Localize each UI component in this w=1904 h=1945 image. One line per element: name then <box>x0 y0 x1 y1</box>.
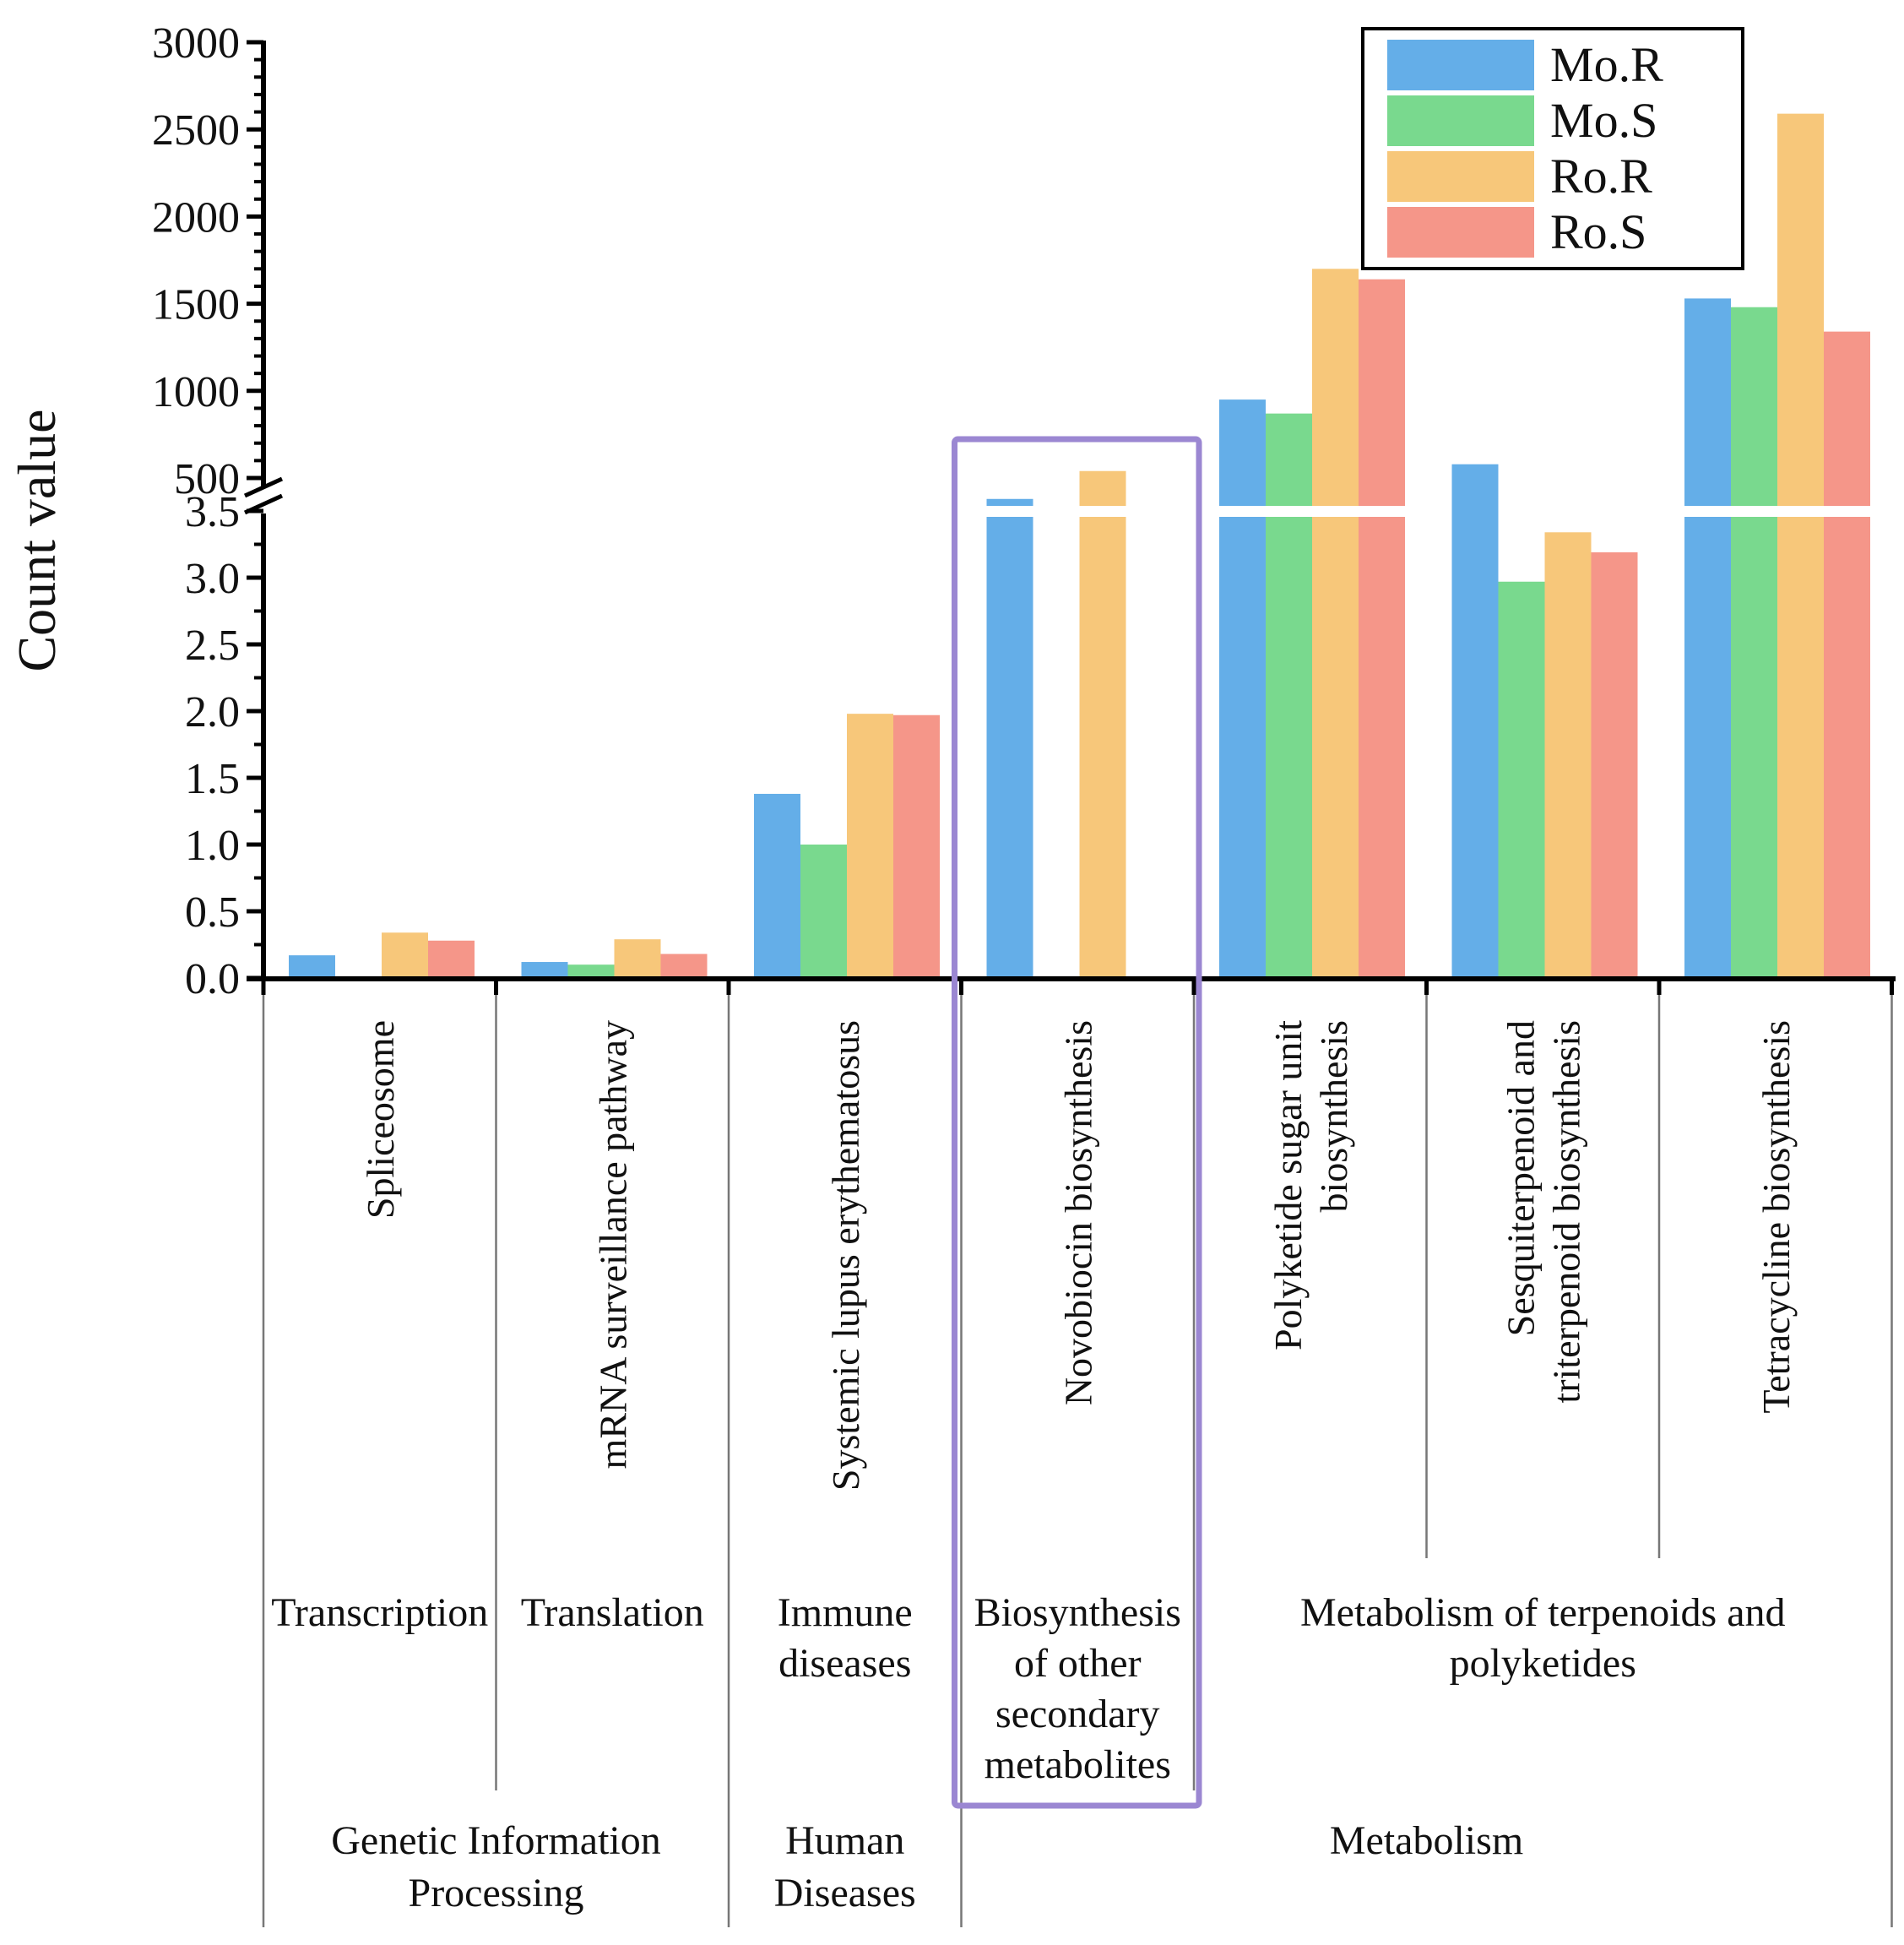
x-category-label: biosynthesis <box>1312 1020 1355 1212</box>
x-group-label: Translation <box>521 1590 704 1635</box>
bar-mo-s-4-upper <box>1266 413 1312 507</box>
bar-ro-s-5 <box>1591 551 1638 978</box>
bar-mo-s-6-lower <box>1731 517 1777 978</box>
legend-swatch <box>1386 149 1536 204</box>
x-group-label: Metabolism of terpenoids and <box>1300 1590 1786 1635</box>
bar-mo-r-3-upper <box>986 498 1033 507</box>
bar-mo-r-5 <box>1451 464 1499 978</box>
legend-swatch <box>1386 94 1536 148</box>
x-group-label: Transcription <box>271 1590 488 1635</box>
highlight-layer <box>952 436 1202 1809</box>
y-tick-label: 2000 <box>152 193 240 242</box>
bar-mo-r-2 <box>754 793 800 978</box>
bar-ro-r-4-upper <box>1312 269 1359 507</box>
y-tick-label: 3.0 <box>185 555 240 603</box>
legend-swatch <box>1386 205 1536 259</box>
bar-ro-r-4-lower <box>1312 517 1359 978</box>
bar-mo-r-4-lower <box>1219 517 1266 978</box>
x-group-label: Metabolism <box>1330 1818 1523 1863</box>
y-tick-label: 0.0 <box>185 955 240 1003</box>
x-group-label: of other <box>1014 1641 1142 1686</box>
bar-ro-r-3-upper <box>1079 470 1126 507</box>
bar-mo-s-6-upper <box>1731 307 1777 507</box>
x-category-label: triterpenoid biosynthesis <box>1544 1020 1587 1404</box>
x-category-label: Spliceosome <box>359 1020 402 1219</box>
legend: Mo.RMo.SRo.RRo.S <box>1361 27 1744 270</box>
y-tick-label: 3000 <box>152 19 240 68</box>
x-category-label: Sesquiterpenoid and <box>1499 1020 1542 1336</box>
bar-ro-r-5 <box>1544 532 1592 978</box>
legend-label: Ro.S <box>1550 204 1646 259</box>
bar-ro-r-1 <box>614 939 661 978</box>
y-tick-label: 1.0 <box>185 822 240 870</box>
bar-ro-s-4-upper <box>1359 279 1405 507</box>
bar-ro-r-6-upper <box>1777 113 1824 507</box>
y-tick-label: 2.0 <box>185 688 240 736</box>
bar-mo-r-4-upper <box>1219 399 1266 507</box>
bar-ro-r-3-lower <box>1079 517 1126 978</box>
legend-label: Ro.R <box>1550 149 1652 204</box>
bar-ro-s-6-lower <box>1824 517 1870 978</box>
bar-mo-s-1 <box>567 964 615 978</box>
y-tick-label: 1.5 <box>185 755 240 803</box>
x-group-label: secondary <box>995 1692 1160 1736</box>
y-tick-label: 500 <box>174 455 240 503</box>
bar-mo-r-6-lower <box>1684 517 1731 978</box>
bar-mo-s-2 <box>800 845 847 978</box>
x-group-label: diseases <box>778 1641 911 1686</box>
bar-ro-s-6-upper <box>1824 331 1870 507</box>
x-category-layer: Spliceosome mRNA surveillance pathway Syst… <box>261 978 1894 1927</box>
y-tick-label: 0.5 <box>185 888 240 937</box>
legend-label: Mo.R <box>1550 37 1663 92</box>
highlight-box <box>952 436 1202 1809</box>
bar-ro-r-2 <box>847 714 893 978</box>
bar-mo-s-4-lower <box>1266 517 1312 978</box>
bar-mo-r-6-upper <box>1684 298 1731 507</box>
y-tick-label: 2.5 <box>185 622 240 670</box>
x-category-label: Tetracycline biosynthesis <box>1755 1020 1798 1414</box>
bar-ro-r-0 <box>382 932 428 978</box>
y-axis-label: Count value <box>7 409 67 671</box>
bar-mo-r-3-lower <box>986 517 1033 978</box>
x-group-label: Immune <box>778 1590 913 1635</box>
bar-ro-s-1 <box>660 953 708 978</box>
x-group-label: Biosynthesis <box>974 1590 1181 1635</box>
bar-mo-r-1 <box>521 962 568 978</box>
y-tick-label: 1500 <box>152 281 240 329</box>
bar-mo-s-5 <box>1498 581 1545 978</box>
y-tick-label: 3.5 <box>185 488 240 536</box>
bar-ro-s-4-lower <box>1359 517 1405 978</box>
bar-ro-s-0 <box>428 940 475 978</box>
x-group-label: Processing <box>409 1871 584 1915</box>
bar-ro-r-6-lower <box>1777 517 1824 978</box>
x-group-label: Diseases <box>774 1871 916 1915</box>
x-category-label: Polyketide sugar unit <box>1267 1020 1310 1350</box>
y-tick-label: 2500 <box>152 106 240 155</box>
bars-layer <box>289 113 1870 978</box>
legend-label: Mo.S <box>1550 93 1657 148</box>
x-group-label: Genetic Information <box>331 1818 661 1863</box>
x-category-label: Systemic lupus erythematosus <box>824 1020 867 1491</box>
x-group-label: polyketides <box>1450 1641 1636 1686</box>
x-category-label: Novobiocin biosynthesis <box>1056 1020 1099 1405</box>
legend-swatch <box>1386 38 1536 92</box>
bar-ro-s-2 <box>893 714 940 978</box>
bar-mo-r-0 <box>289 955 335 978</box>
axis-break-mark <box>243 476 284 498</box>
y-tick-label: 1000 <box>152 368 240 416</box>
x-category-label: mRNA surveillance pathway <box>591 1020 634 1469</box>
x-group-label: metabolites <box>985 1742 1171 1787</box>
x-group-label: Human <box>785 1818 904 1863</box>
